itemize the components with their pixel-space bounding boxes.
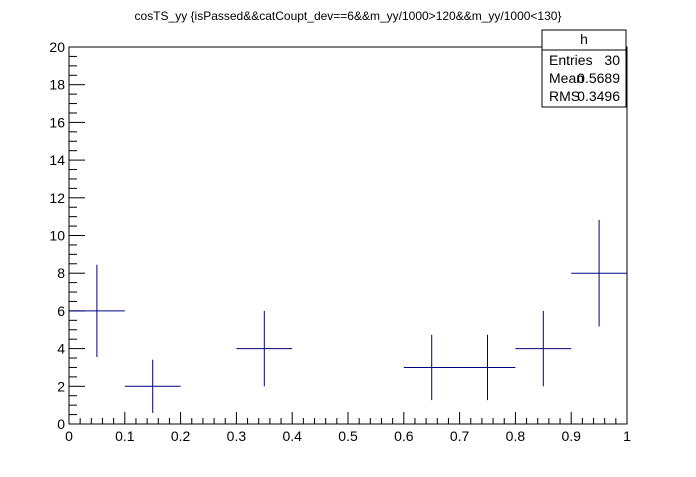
y-tick-label: 16: [49, 114, 65, 130]
x-tick-label: 0.6: [394, 428, 414, 444]
y-tick-label: 20: [49, 39, 65, 55]
stats-entries-label: Entries: [549, 52, 593, 68]
stats-rms-label: RMS: [549, 88, 580, 104]
data-point: [124, 359, 181, 413]
x-tick-label: 0.8: [506, 428, 526, 444]
x-tick-label: 0.2: [171, 428, 191, 444]
y-tick-label: 8: [57, 265, 65, 281]
stats-mean-label: Mean: [549, 70, 584, 86]
stats-box: h Entries 30 Mean 0.5689 RMS 0.3496: [541, 29, 627, 108]
data-point: [515, 310, 572, 387]
stats-mean-value: 0.5689: [577, 70, 620, 86]
x-tick-label: 0: [65, 428, 73, 444]
y-tick-label: 4: [57, 341, 65, 357]
tick-labels: 0 0.1 0.2 0.3 0.4 0.5 0.6 0.7 0.8 0.9 102468101214…: [49, 39, 631, 444]
stats-entries-value: 30: [604, 52, 620, 68]
x-tick-label: 0.7: [450, 428, 470, 444]
x-tick-label: 0.5: [338, 428, 358, 444]
stats-box-frame: [541, 29, 627, 108]
y-tick-label: 0: [57, 416, 65, 432]
y-tick-label: 12: [49, 190, 65, 206]
x-tick-label: 1: [623, 428, 631, 444]
x-tick-label: 0.1: [115, 428, 135, 444]
stats-rms-value: 0.3496: [577, 88, 620, 104]
x-tick-label: 0.3: [227, 428, 247, 444]
y-tick-label: 14: [49, 152, 65, 168]
data-point: [571, 219, 627, 327]
y-tick-label: 10: [49, 228, 65, 244]
data-point: [236, 310, 293, 387]
plot-frame: [68, 46, 628, 425]
data-point: [403, 334, 460, 401]
stats-box-name: h: [580, 31, 588, 47]
data-points: [69, 219, 627, 413]
data-point: [459, 334, 516, 401]
y-tick-label: 6: [57, 303, 65, 319]
x-tick-label: 0.4: [282, 428, 302, 444]
y-tick-label: 18: [49, 77, 65, 93]
chart-title: cosTS_yy {isPassed&&catCoupt_dev==6&&m_y…: [135, 9, 562, 23]
y-tick-label: 2: [57, 378, 65, 394]
x-tick-label: 0.9: [561, 428, 581, 444]
data-point: [69, 264, 125, 358]
axis-ticks: [68, 46, 628, 425]
